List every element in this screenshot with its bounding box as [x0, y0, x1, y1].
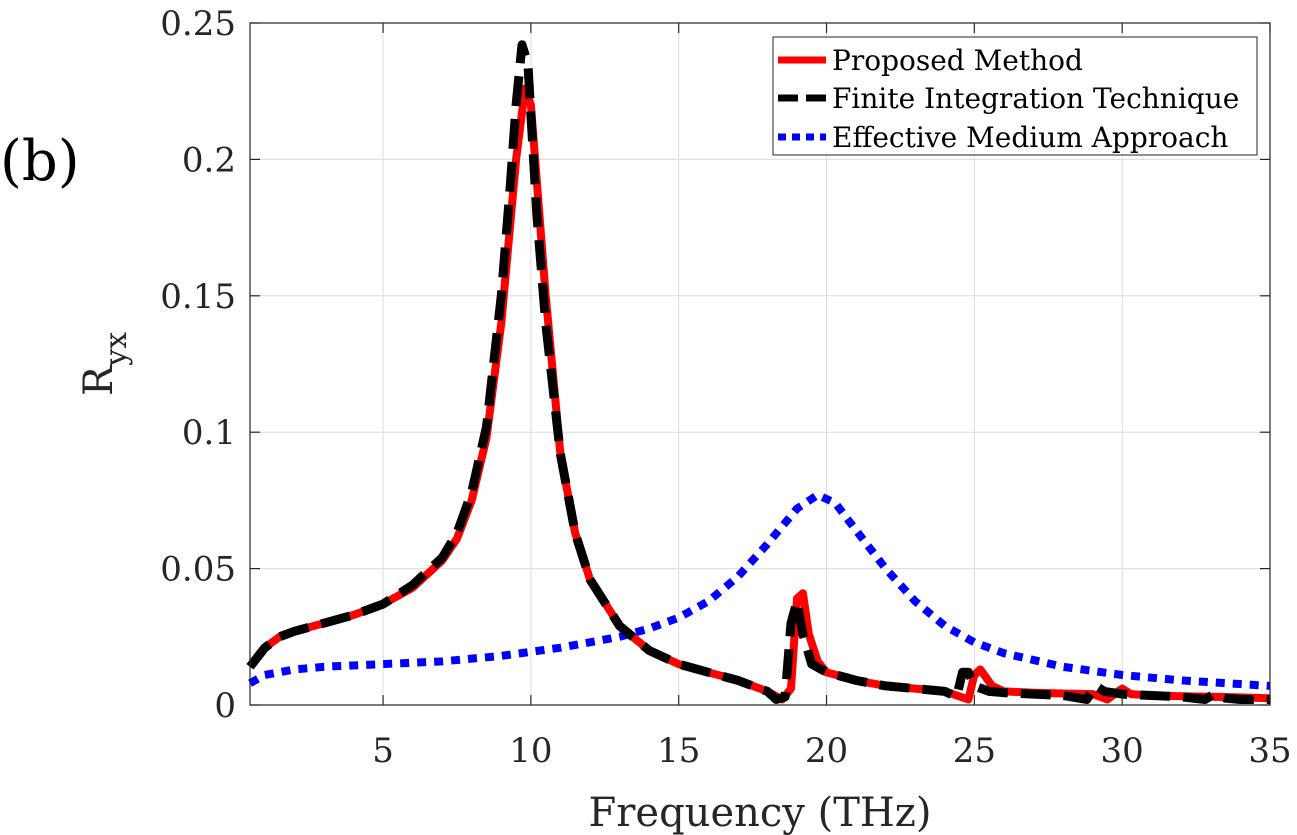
- series-line-finite-integration: [246, 40, 1270, 704]
- x-tick-label: 25: [953, 731, 996, 771]
- legend: Proposed Method Finite Integration Techn…: [772, 36, 1258, 156]
- x-axis-title: Frequency (THz): [589, 790, 932, 835]
- x-tick-label: 20: [805, 731, 848, 771]
- legend-box: [772, 36, 1258, 156]
- plot-frame: [249, 22, 1271, 706]
- x-tick-label: 5: [372, 731, 394, 771]
- y-tick-label: 0.15: [160, 277, 236, 317]
- svg-text:Ryx: Ryx: [76, 332, 134, 396]
- y-tick-label: 0.1: [182, 413, 236, 453]
- panel-label: (b): [0, 129, 80, 194]
- y-axis-title-sub: yx: [99, 332, 134, 367]
- y-tick-label: 0: [214, 686, 236, 726]
- data-series: [246, 40, 1271, 704]
- x-tick-label: 10: [509, 731, 552, 771]
- y-tick-label: 0.2: [182, 140, 236, 180]
- x-tick-label: 30: [1101, 731, 1144, 771]
- y-axis-title: Ryx: [76, 332, 134, 396]
- y-tick-label: 0.05: [160, 550, 236, 590]
- legend-label-fit: Finite Integration Technique: [832, 82, 1239, 115]
- y-axis-title-main: R: [76, 364, 122, 396]
- x-tick-label: 15: [657, 731, 700, 771]
- x-tick-label: 35: [1248, 731, 1291, 771]
- series-line-effective-medium: [248, 490, 1271, 690]
- legend-label-proposed: Proposed Method: [832, 44, 1083, 77]
- axis-ticks: 5 10 15 20 25 30 35 0 0.05 0.1 0.15 0.2 0.25: [160, 4, 1291, 771]
- y-tick-label: 0.25: [160, 4, 236, 44]
- legend-label-ema: Effective Medium Approach: [832, 121, 1228, 154]
